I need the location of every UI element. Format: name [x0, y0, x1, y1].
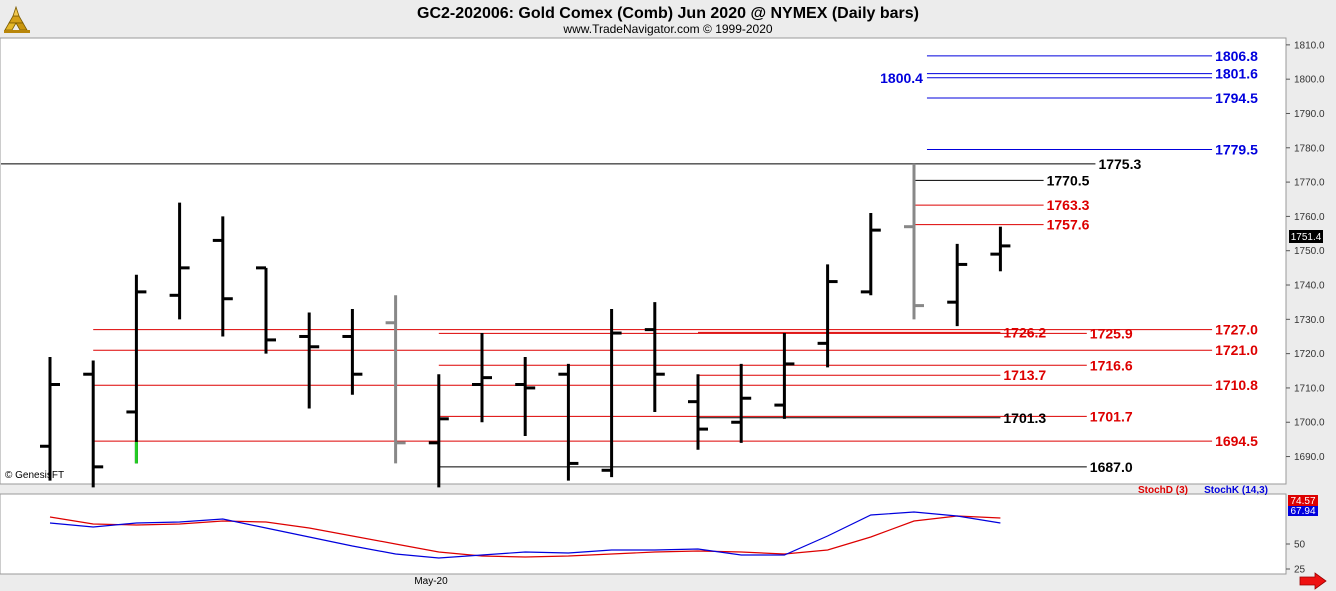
ohlc-bar [83, 360, 104, 488]
stoch-last-value-boxes: 67.94 74.57 [1288, 495, 1318, 517]
ohlc-bar [515, 357, 536, 436]
level-label: 1725.9 [1090, 325, 1133, 341]
ohlc-bar [428, 374, 449, 488]
ohlc-bar [644, 302, 665, 412]
level-label: 1770.5 [1047, 172, 1090, 188]
x-axis-label: May-20 [414, 576, 448, 587]
ohlc-bar [860, 212, 881, 296]
ohlc-bar [472, 333, 492, 423]
ohlc-bar [904, 163, 924, 320]
ohlc-bar [212, 216, 233, 337]
level-label: 1775.3 [1098, 156, 1141, 172]
ohlc-bar [385, 295, 406, 464]
stoch-tick-label: 50 [1294, 540, 1306, 551]
price-tick-label: 1810.0 [1294, 40, 1325, 51]
ohlc-bar [990, 226, 1011, 272]
ohlc-bar [688, 374, 708, 450]
stoch-series-line [49, 515, 1001, 558]
level-label: 1687.0 [1090, 459, 1133, 475]
price-tick-label: 1710.0 [1294, 383, 1325, 394]
price-tick-label: 1780.0 [1294, 143, 1325, 154]
price-tick-label: 1740.0 [1294, 281, 1325, 292]
price-tick-label: 1690.0 [1294, 452, 1325, 463]
price-tick-label: 1700.0 [1294, 418, 1325, 429]
level-label: 1800.4 [880, 70, 923, 86]
price-tick-label: 1750.0 [1294, 246, 1325, 257]
level-label: 1713.7 [1003, 367, 1046, 383]
stochastic-lines [49, 511, 1001, 559]
level-label: 1727.0 [1215, 322, 1258, 338]
level-label: 1716.6 [1090, 357, 1133, 373]
level-label: 1757.6 [1047, 217, 1090, 233]
legend-stochd: StochD (3) [1138, 485, 1188, 496]
ohlc-bar [256, 266, 276, 354]
price-level-lines: 1806.8 1801.6 1800.4 1794.5 1779.5 1775.3 1770… [1, 48, 1258, 475]
level-label: 1726.2 [1003, 324, 1046, 340]
level-label: 1701.3 [1003, 410, 1046, 426]
level-label: 1779.5 [1215, 142, 1258, 158]
stochastic-plot-area [0, 493, 1287, 575]
legend-stochk: StochK (14,3) [1204, 485, 1268, 496]
ohlc-bar [558, 363, 579, 481]
level-label: 1806.8 [1215, 48, 1258, 64]
price-y-axis: 1690.0 1700.0 1710.0 1720.0 1730.0 1740.0 1750… [1286, 40, 1325, 463]
watermark: © GenesisFT [5, 470, 64, 481]
level-label: 1701.7 [1090, 408, 1133, 424]
stochastic-y-axis: 25 50 [1286, 540, 1306, 576]
ohlc-bar [299, 312, 320, 409]
red-right-arrow-icon[interactable] [1299, 572, 1327, 590]
ohlc-bar [774, 333, 795, 419]
level-label: 1801.6 [1215, 66, 1258, 82]
ohlc-bar [731, 363, 752, 443]
price-tick-label: 1790.0 [1294, 109, 1325, 120]
price-plot-area [0, 37, 1287, 485]
ohlc-bar [126, 274, 147, 464]
gold-bars-logo-icon [4, 5, 30, 33]
price-tick-label: 1770.0 [1294, 178, 1325, 189]
ohlc-bars [40, 163, 1011, 488]
level-label: 1694.5 [1215, 433, 1258, 449]
stoch-series-line [49, 511, 1001, 559]
price-tick-label: 1800.0 [1294, 75, 1325, 86]
ohlc-bar [947, 243, 968, 327]
level-label: 1710.8 [1215, 377, 1258, 393]
price-tick-label: 1720.0 [1294, 349, 1325, 360]
price-tick-label: 1760.0 [1294, 212, 1325, 223]
stochk-last-value: 67.94 [1290, 506, 1315, 517]
price-tick-label: 1730.0 [1294, 315, 1325, 326]
level-label: 1763.3 [1047, 197, 1090, 213]
level-label: 1721.0 [1215, 342, 1258, 358]
ohlc-bar [342, 309, 363, 395]
stochd-last-value: 74.57 [1290, 496, 1315, 507]
last-price-box: 1751.4 [1289, 230, 1323, 243]
chart-title: GC2-202006: Gold Comex (Comb) Jun 2020 @… [417, 5, 919, 22]
stoch-tick-label: 25 [1294, 565, 1306, 576]
chart-subtitle: www.TradeNavigator.com © 1999-2020 [562, 22, 772, 36]
ohlc-bar [40, 357, 60, 481]
ohlc-bar [169, 202, 190, 320]
ohlc-bar [817, 264, 838, 368]
last-price-label: 1751.4 [1291, 232, 1322, 243]
ohlc-bar [601, 309, 622, 478]
level-label: 1794.5 [1215, 90, 1258, 106]
